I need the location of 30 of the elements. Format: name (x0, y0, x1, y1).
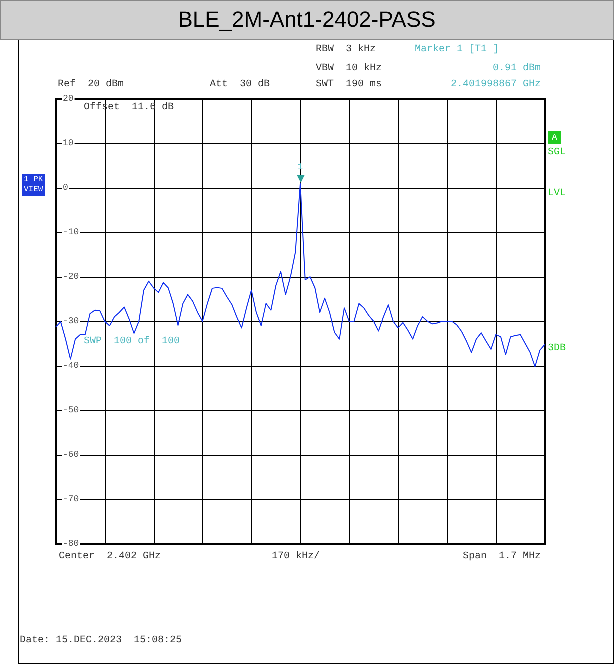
y-tick-label: -30 (63, 316, 80, 326)
text: 2.401998867 GHz (450, 80, 541, 90)
text: VBW 10 kHz (316, 62, 382, 74)
text: LVL (548, 188, 566, 200)
text: SWT 190 ms (316, 80, 382, 90)
annotation: SWP 100 of 100 (84, 336, 180, 348)
y-tick-label: -70 (63, 494, 80, 504)
text: A (552, 133, 558, 143)
y-tick-label: -50 (63, 406, 80, 416)
text: Marker 1 [T1 ] (415, 44, 500, 56)
text: RBW 3 kHz (316, 44, 376, 56)
text: Center 2.402 GHz (59, 552, 162, 562)
text: Date: 15.DEC.2023 15:08:25 (20, 636, 182, 646)
y-tick-label: -80 (63, 539, 80, 549)
text: Ref 20 dBm (58, 78, 124, 90)
text: SGL (548, 148, 566, 158)
y-tick-label: -40 (63, 361, 80, 371)
y-tick-label: -20 (63, 272, 80, 282)
y-tick-label: -10 (63, 228, 80, 238)
text: 170 kHz/ (272, 550, 320, 562)
y-tick-label: 10 (63, 138, 74, 148)
y-tick-label: 0 (63, 183, 68, 193)
y-tick-label: -60 (63, 450, 80, 460)
text: 3DB (548, 344, 566, 354)
y-tick-label: 20 (63, 94, 74, 104)
text: Att 30 dB (210, 78, 270, 90)
text: Span 1.7 MHz (462, 552, 541, 562)
text: 1 PK VIEW (24, 176, 44, 194)
chart-title: BLE_2M-Ant1-2402-PASS (0, 0, 614, 40)
text: 0.91 dBm (492, 62, 541, 74)
